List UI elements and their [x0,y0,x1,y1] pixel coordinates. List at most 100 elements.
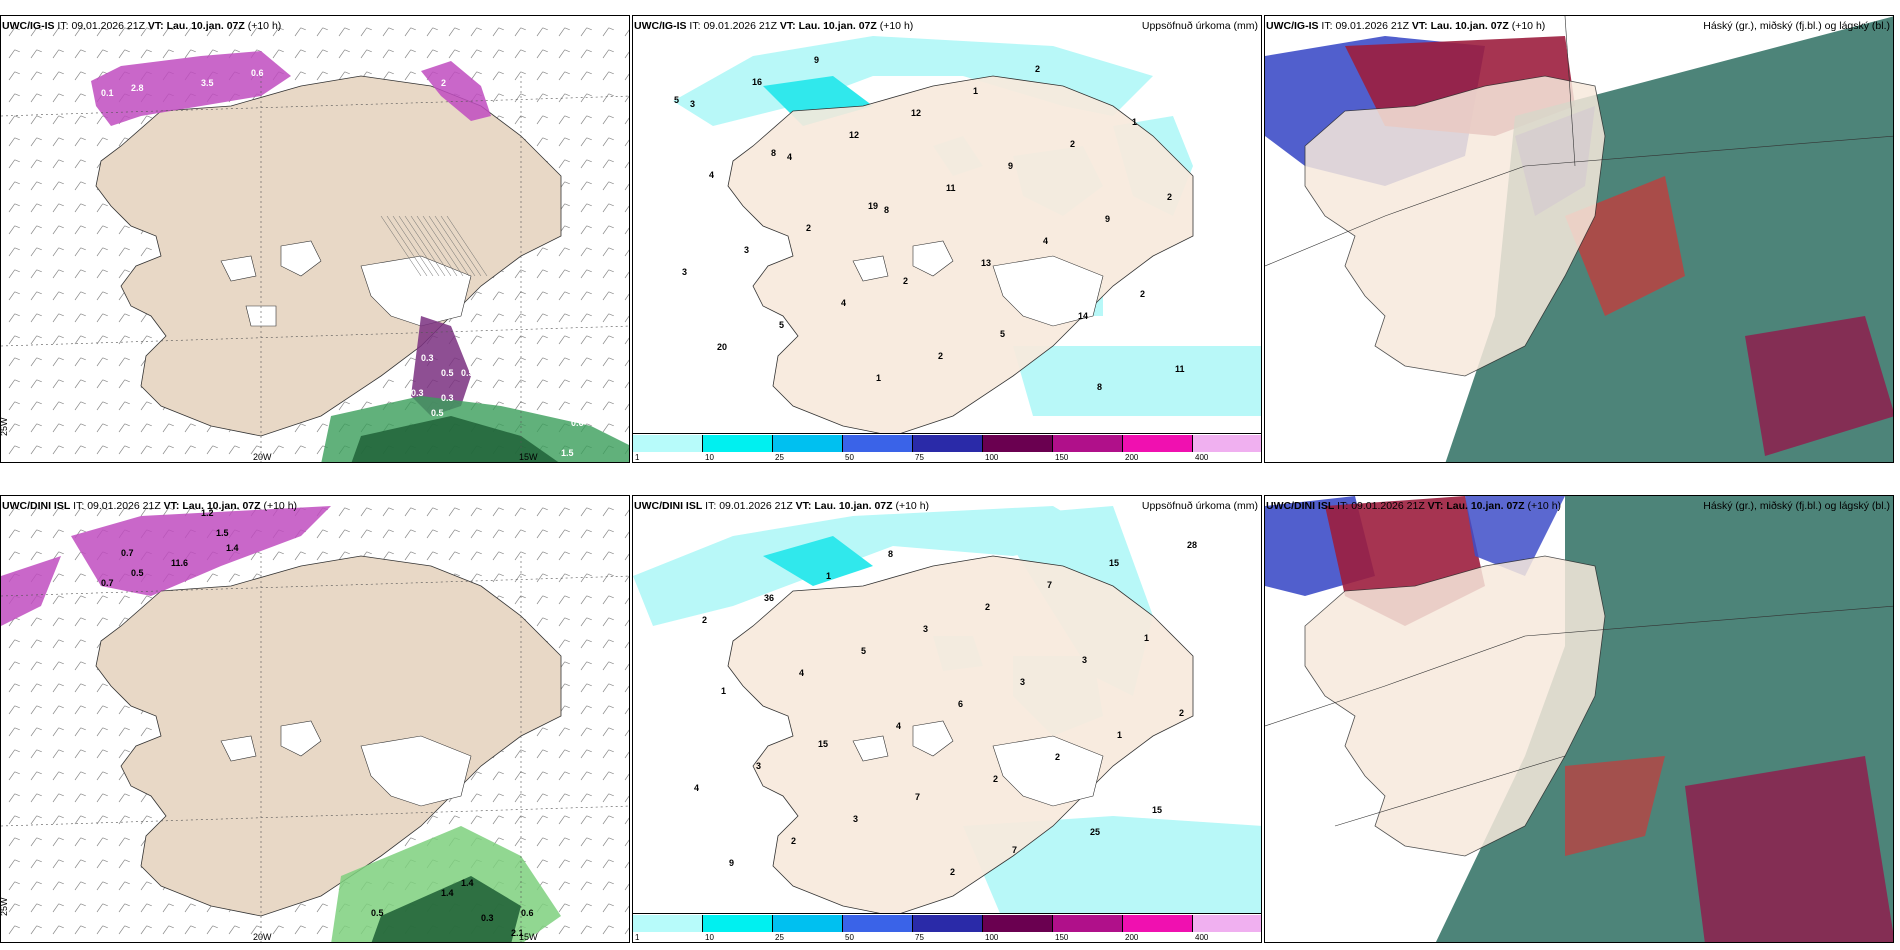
wind-barb [30,705,42,715]
colorbar-swatch [633,915,703,932]
wind-barb [470,793,482,803]
wind-barb [228,27,240,37]
wind-barb [602,401,614,411]
wind-barb [30,291,42,301]
wind-barb [96,925,108,935]
wind-barb [404,357,416,367]
wind-barb [206,925,218,935]
wind-barb [404,551,416,561]
wind-barb [74,313,86,323]
wind-barb [624,905,629,913]
wind-barb [558,881,570,891]
valid-time: Lau. 10.jan. 07Z [1430,20,1509,32]
precip-amount-label: 5 [861,646,866,656]
precip-amount-label: 3 [853,814,858,824]
wind-barb [118,445,130,455]
wind-barb [470,529,482,539]
wind-barb [558,551,570,561]
wind-barb [316,423,328,433]
wind-barb [558,137,570,147]
wind-barb [492,507,504,517]
snow-amount-label: 0.5 [461,368,474,378]
snow-amount-label: 11.6 [171,558,188,568]
precip-amount-label: 3 [1020,677,1025,687]
wind-barb [74,727,86,737]
wind-barb [30,881,42,891]
map-panel-ig-is-precip: 3 4 8 13 14 11 16 12 11 4 2 20 9 12 9 9 3 5 1 1 2 2 3 4 2 2 1 4 2 2 5 8… [632,15,1262,463]
snow-amount-label: 0.1 [101,88,114,98]
wind-barb [184,445,196,455]
wind-barb [250,27,262,37]
wind-barb [30,423,42,433]
wind-barb [30,859,42,869]
wind-barb [118,379,130,389]
glaciers [852,240,1104,327]
wind-barb [514,529,526,539]
precip-amount-label: 2 [1035,64,1040,74]
init-time: 09.01.2026 21Z [1335,20,1409,32]
wind-barb [96,815,108,825]
wind-barb [624,249,629,257]
wind-barb [8,837,20,847]
wind-barb [52,859,64,869]
wind-barb [74,159,86,169]
colorbar-tick: 10 [705,453,714,462]
wind-barb [52,247,64,257]
wind-barb [140,423,152,433]
wind-barb [426,49,438,59]
precip-amount-label: 8 [884,205,889,215]
wind-barb [404,529,416,539]
wind-barb [74,269,86,279]
panel-header: UWC/IG-IS IT: 09.01.2026 21Z VT: Lau. 10… [634,20,914,32]
wind-barb [580,71,592,81]
wind-barb [580,93,592,103]
wind-barb [118,27,130,37]
wind-barb [448,551,460,561]
wind-barb [580,335,592,345]
colorbar-tick: 150 [1055,933,1069,942]
colorbar-tick: 25 [775,453,784,462]
wind-barb [624,271,629,279]
wind-barb [74,595,86,605]
wind-barb [8,815,20,825]
wind-barb [74,357,86,367]
wind-barb [294,925,306,935]
wind-barb [536,71,548,81]
wind-barb [8,445,20,455]
wind-barb [624,707,629,715]
wind-barb [272,925,284,935]
wind-barb [624,773,629,781]
wind-barb [228,925,240,935]
wind-barb [8,881,20,891]
wind-barb [492,815,504,825]
wind-barb [206,27,218,37]
wind-barb [162,903,174,913]
wind-barb [492,529,504,539]
wind-barb [74,137,86,147]
hatch-line [434,215,476,277]
precip-amount-label: 3 [682,267,687,277]
wind-barb [514,595,526,605]
wind-barb [140,903,152,913]
precip-amount-label: 3 [923,624,928,634]
wind-barb [52,445,64,455]
panel-field-title: Uppsöfnuð úrkoma (mm) [1141,500,1258,512]
wind-barb [536,573,548,583]
colorbar-swatch [843,435,913,452]
wind-barb [338,27,350,37]
wind-barb [602,225,614,235]
wind-barb [492,357,504,367]
wind-barb [492,27,504,37]
hatch-line [416,215,458,277]
wind-barb [602,247,614,257]
wind-barb [118,49,130,59]
wind-barb [558,727,570,737]
precip-amount-label: 2 [985,602,990,612]
wind-barb [602,335,614,345]
wind-barb [74,859,86,869]
wind-barb [140,115,152,125]
precip-amount-label: 3 [690,99,695,109]
precip-amount-label: 2 [1167,192,1172,202]
wind-barb [558,793,570,803]
wind-barb [52,203,64,213]
